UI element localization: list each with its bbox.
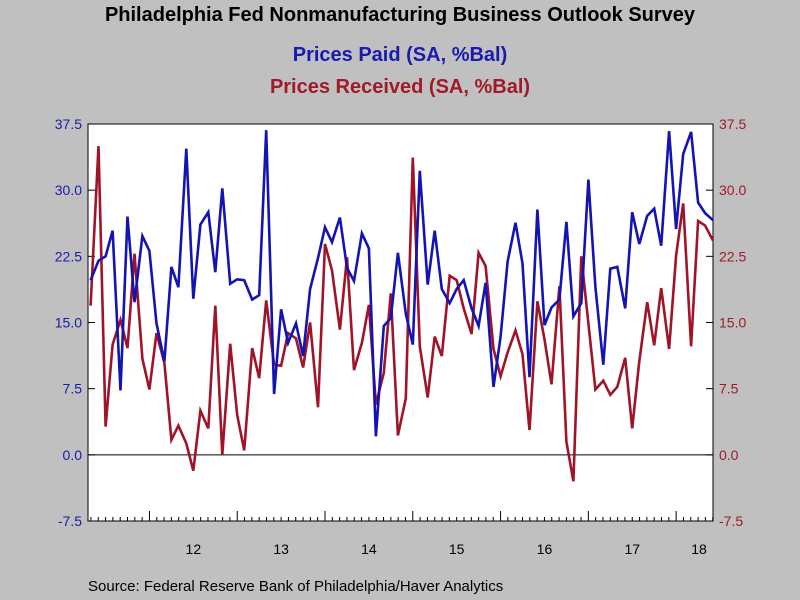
series-label-prices-paid: Prices Paid (SA, %Bal): [292, 44, 508, 66]
chart-title: Philadelphia Fed Nonmanufacturing Busine…: [104, 4, 696, 26]
y-tick-label-right: 7.5: [719, 381, 739, 397]
axis-labels: 37.5 37.5 30.0 30.0 22.5 22.5 15.0 15.0 7.5 7.5 0.…: [55, 116, 747, 557]
y-tick-label-left: 15.0: [55, 315, 82, 331]
y-tick-label-left: 0.0: [63, 447, 83, 463]
y-tick-label-left: 37.5: [55, 116, 82, 132]
y-tick-label-right: 30.0: [719, 182, 746, 198]
y-tick-label-left: 7.5: [63, 381, 83, 397]
x-tick-label: 14: [361, 541, 377, 557]
y-tick-label-right: -7.5: [719, 513, 743, 529]
series-line-prices-paid: [89, 130, 714, 437]
y-tick-label-right: 22.5: [719, 248, 746, 264]
axis-ticks: [88, 123, 714, 522]
x-tick-label: 18: [691, 541, 707, 557]
y-tick-label-left: 30.0: [55, 182, 82, 198]
plot-area: [87, 123, 714, 522]
series-line-prices-received: [89, 146, 715, 482]
y-tick-label-left: -7.5: [58, 513, 82, 529]
series-lines: [89, 130, 715, 482]
x-tick-label: 16: [537, 541, 553, 557]
source-note: Source: Federal Reserve Bank of Philadel…: [88, 578, 504, 595]
x-tick-label: 12: [186, 541, 202, 557]
x-tick-label: 17: [624, 541, 640, 557]
x-tick-label: 15: [449, 541, 465, 557]
y-tick-label-right: 0.0: [719, 447, 739, 463]
y-tick-label-right: 15.0: [719, 315, 746, 331]
series-label-prices-received: Prices Received (SA, %Bal): [269, 76, 531, 98]
y-tick-label-right: 37.5: [719, 116, 746, 132]
y-tick-label-left: 22.5: [55, 248, 82, 264]
x-tick-label: 13: [273, 541, 289, 557]
